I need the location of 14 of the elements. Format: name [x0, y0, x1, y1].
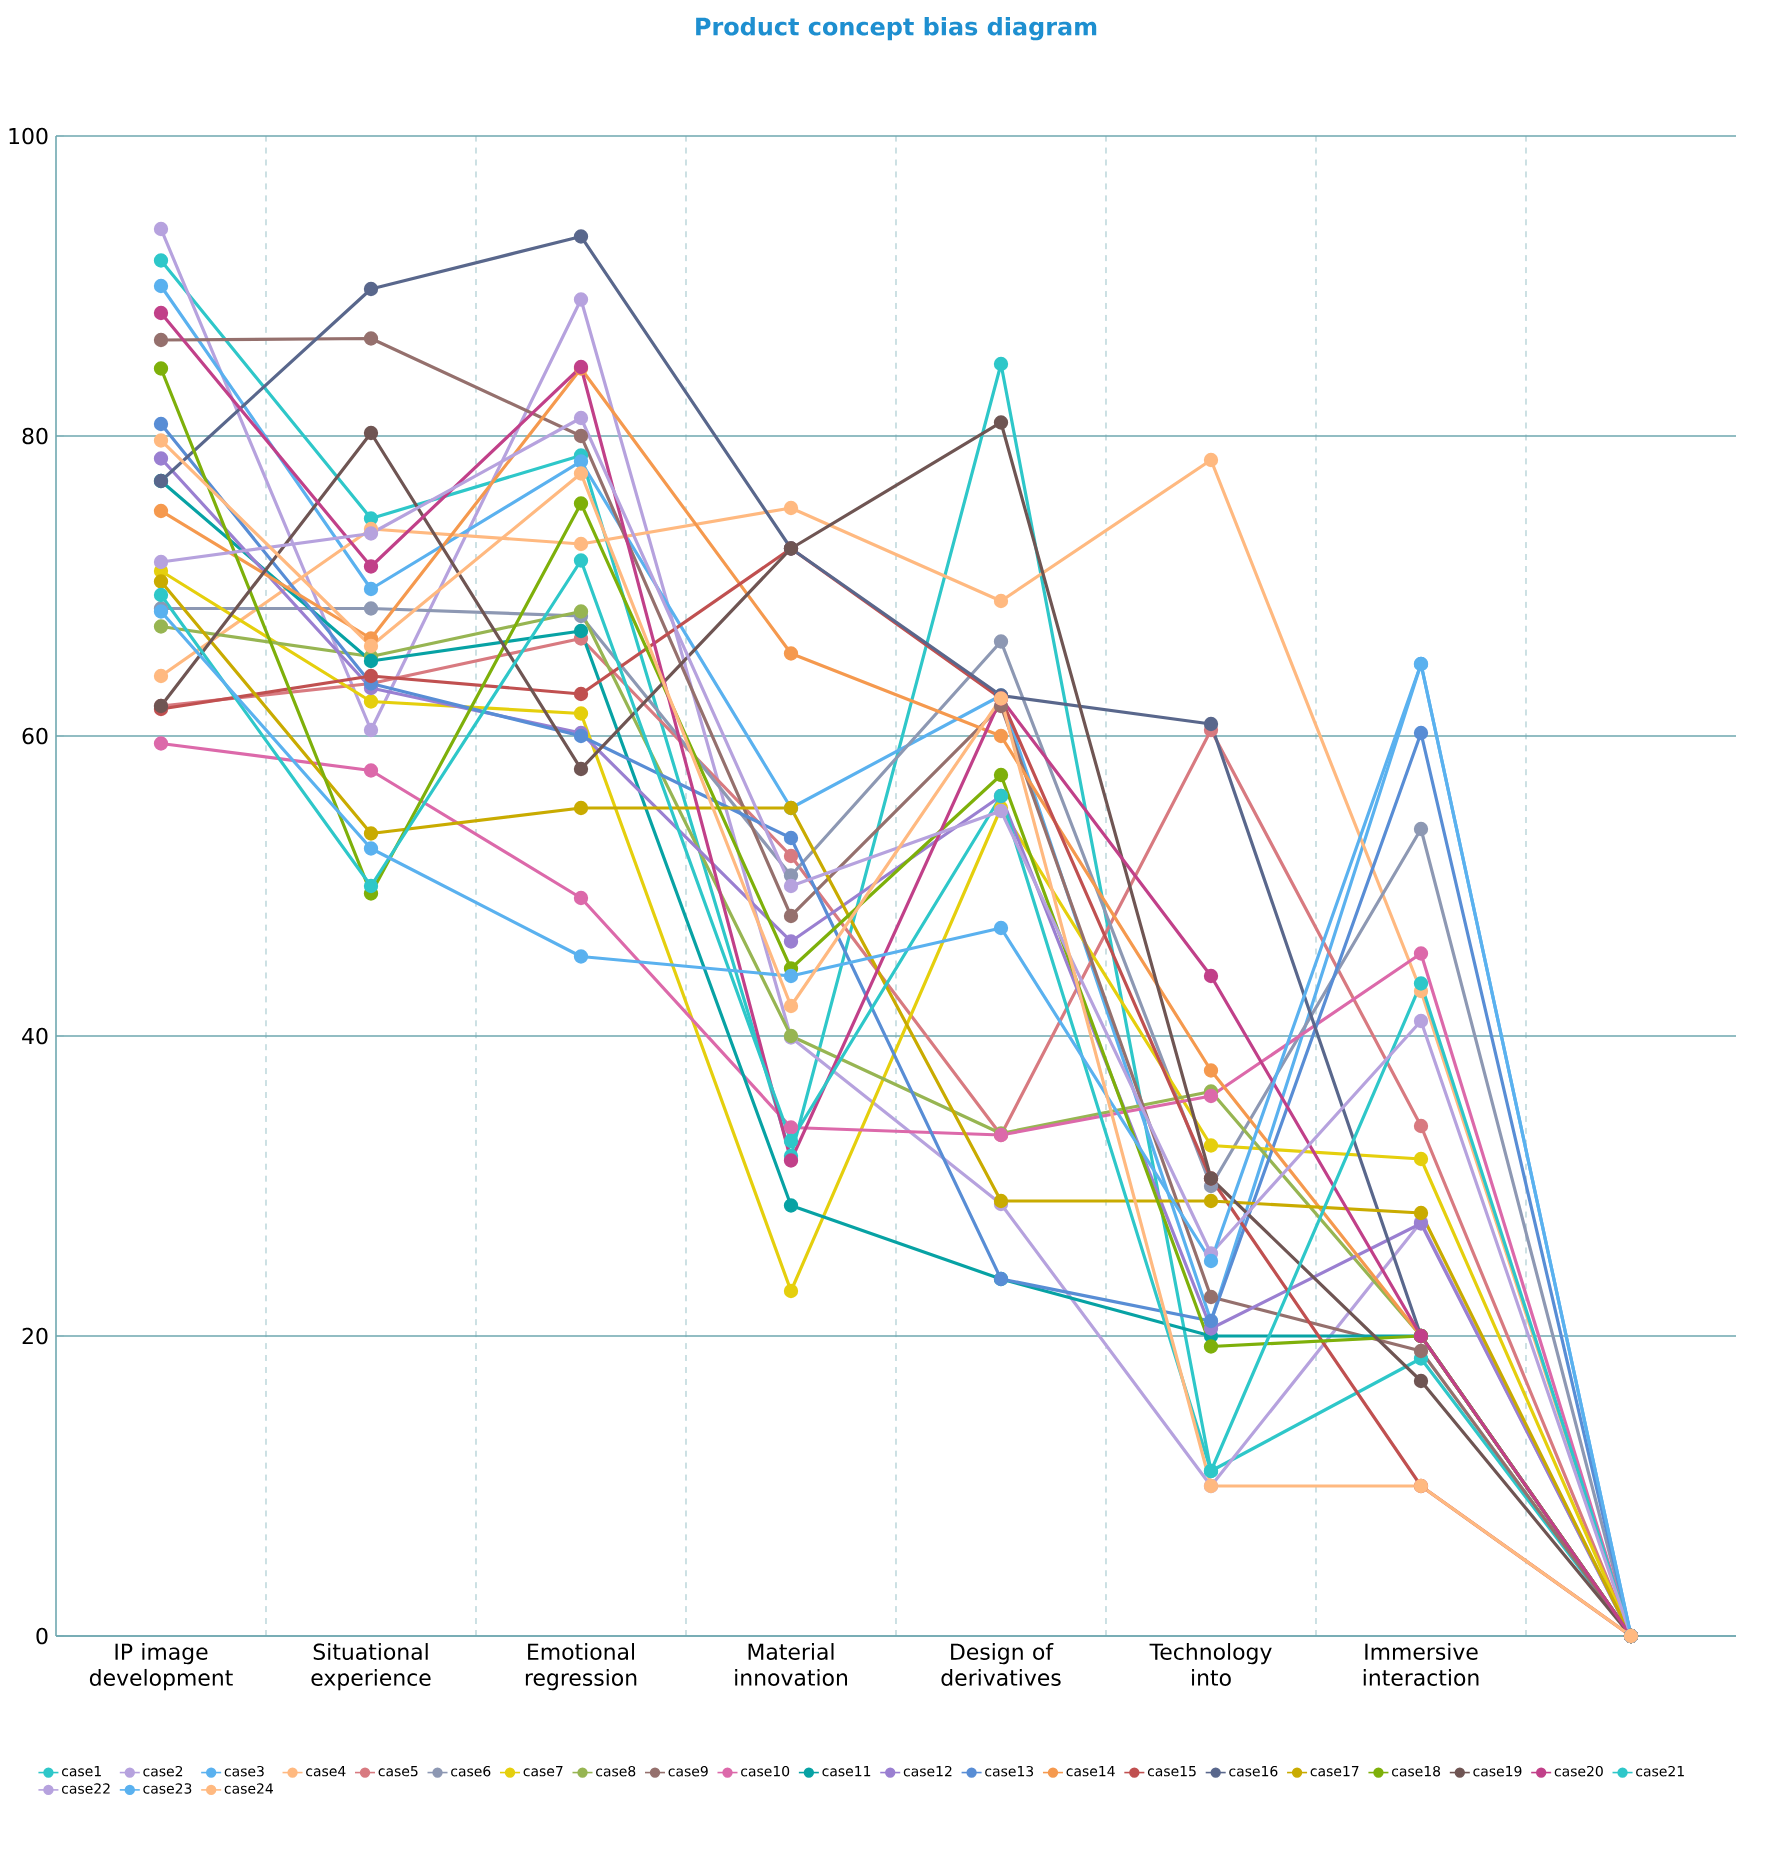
chart-title: Product concept bias diagram [696, 17, 1097, 41]
y-tick-label: 20 [22, 1327, 48, 1345]
x-tick-label: Technology into [1149, 1643, 1272, 1686]
x-tick-label: Emotional regression [525, 1643, 637, 1691]
x-tick-label: Situational experience [311, 1643, 431, 1691]
x-tick-label: Design of derivatives [941, 1643, 1061, 1686]
y-tick-label: 80 [22, 427, 48, 445]
y-tick-label: 40 [22, 1027, 48, 1045]
y-tick-label: 100 [9, 127, 48, 145]
y-tick-label: 0 [36, 1627, 48, 1645]
x-tick-label: Immersive interaction [1363, 1643, 1479, 1686]
x-tick-label: IP image development [89, 1643, 233, 1691]
y-tick-label: 60 [22, 727, 48, 745]
x-tick-label: Material innovation [735, 1643, 848, 1686]
